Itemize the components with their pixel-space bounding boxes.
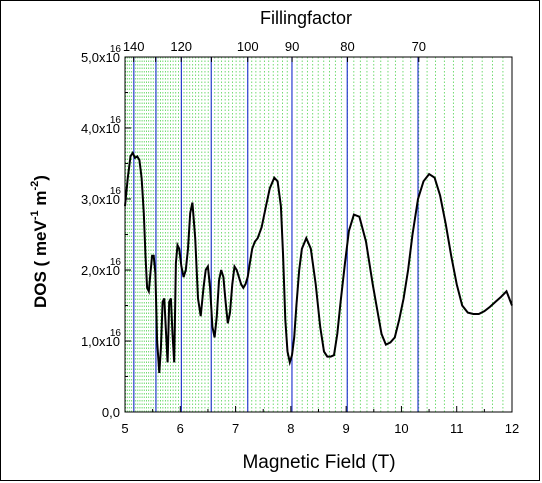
y-title-suffix: ) — [31, 175, 50, 181]
y-title-exp1: -1 — [29, 210, 41, 220]
top-tick-label: 70 — [412, 39, 426, 54]
y-title-mid: m — [31, 191, 50, 211]
y-tick-label: 1,0x10 — [81, 334, 120, 349]
y-tick-label: 2,0x10 — [81, 263, 120, 278]
top-tick-label: 100 — [237, 39, 259, 54]
y-tick-exponent: 16 — [110, 44, 122, 55]
x-tick-label: 8 — [287, 421, 294, 436]
x-tick-label: 10 — [394, 421, 408, 436]
x-tick-label: 9 — [343, 421, 350, 436]
y-tick-exponent: 16 — [110, 115, 122, 126]
y-tick-exponent: 16 — [110, 186, 122, 197]
y-tick-label: 0,0 — [102, 405, 120, 420]
top-fillingfactor-axis: 140 120 100 90 80 70 — [123, 39, 426, 62]
y-tick-exponent: 16 — [110, 257, 122, 268]
y-tick-label: 5,0x10 — [81, 50, 120, 65]
green-dotted-grid — [125, 57, 504, 412]
fillingfactor-lines — [133, 57, 419, 412]
x-tick-label: 7 — [232, 421, 239, 436]
y-title-prefix: DOS ( meV — [31, 219, 50, 308]
y-title-exp2: -2 — [29, 181, 41, 191]
x-axis: 5 6 7 8 9 10 11 12 — [121, 406, 519, 436]
top-tick-label: 80 — [340, 39, 354, 54]
x-axis-title: Magnetic Field (T) — [242, 452, 395, 473]
y-tick-exponent: 16 — [110, 328, 122, 339]
top-tick-label: 120 — [170, 39, 192, 54]
x-tick-label: 12 — [505, 421, 519, 436]
x-tick-label: 11 — [450, 421, 464, 436]
dos-curve — [124, 150, 513, 373]
y-axis-title: DOS ( meV-1 m-2) — [29, 175, 50, 308]
top-tick-label: 90 — [285, 39, 299, 54]
top-tick-label: 140 — [123, 39, 145, 54]
y-tick-label: 3,0x10 — [81, 192, 120, 207]
x-tick-label: 6 — [177, 421, 184, 436]
y-tick-label: 4,0x10 — [81, 121, 120, 136]
x-tick-label: 5 — [121, 421, 128, 436]
y-axis: 0,01,0x10162,0x10163,0x10164,0x10165,0x1… — [81, 44, 131, 420]
chart-title: Fillingfactor — [260, 8, 352, 28]
